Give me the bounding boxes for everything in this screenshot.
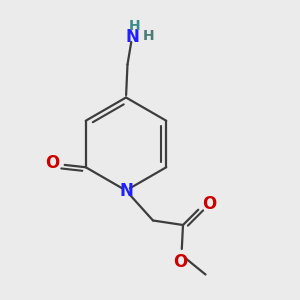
Text: O: O — [173, 253, 187, 271]
Text: N: N — [125, 28, 139, 46]
Text: O: O — [45, 154, 59, 172]
Text: N: N — [119, 182, 133, 200]
Text: H: H — [129, 19, 141, 32]
Text: O: O — [202, 195, 216, 213]
Text: H: H — [143, 29, 154, 43]
